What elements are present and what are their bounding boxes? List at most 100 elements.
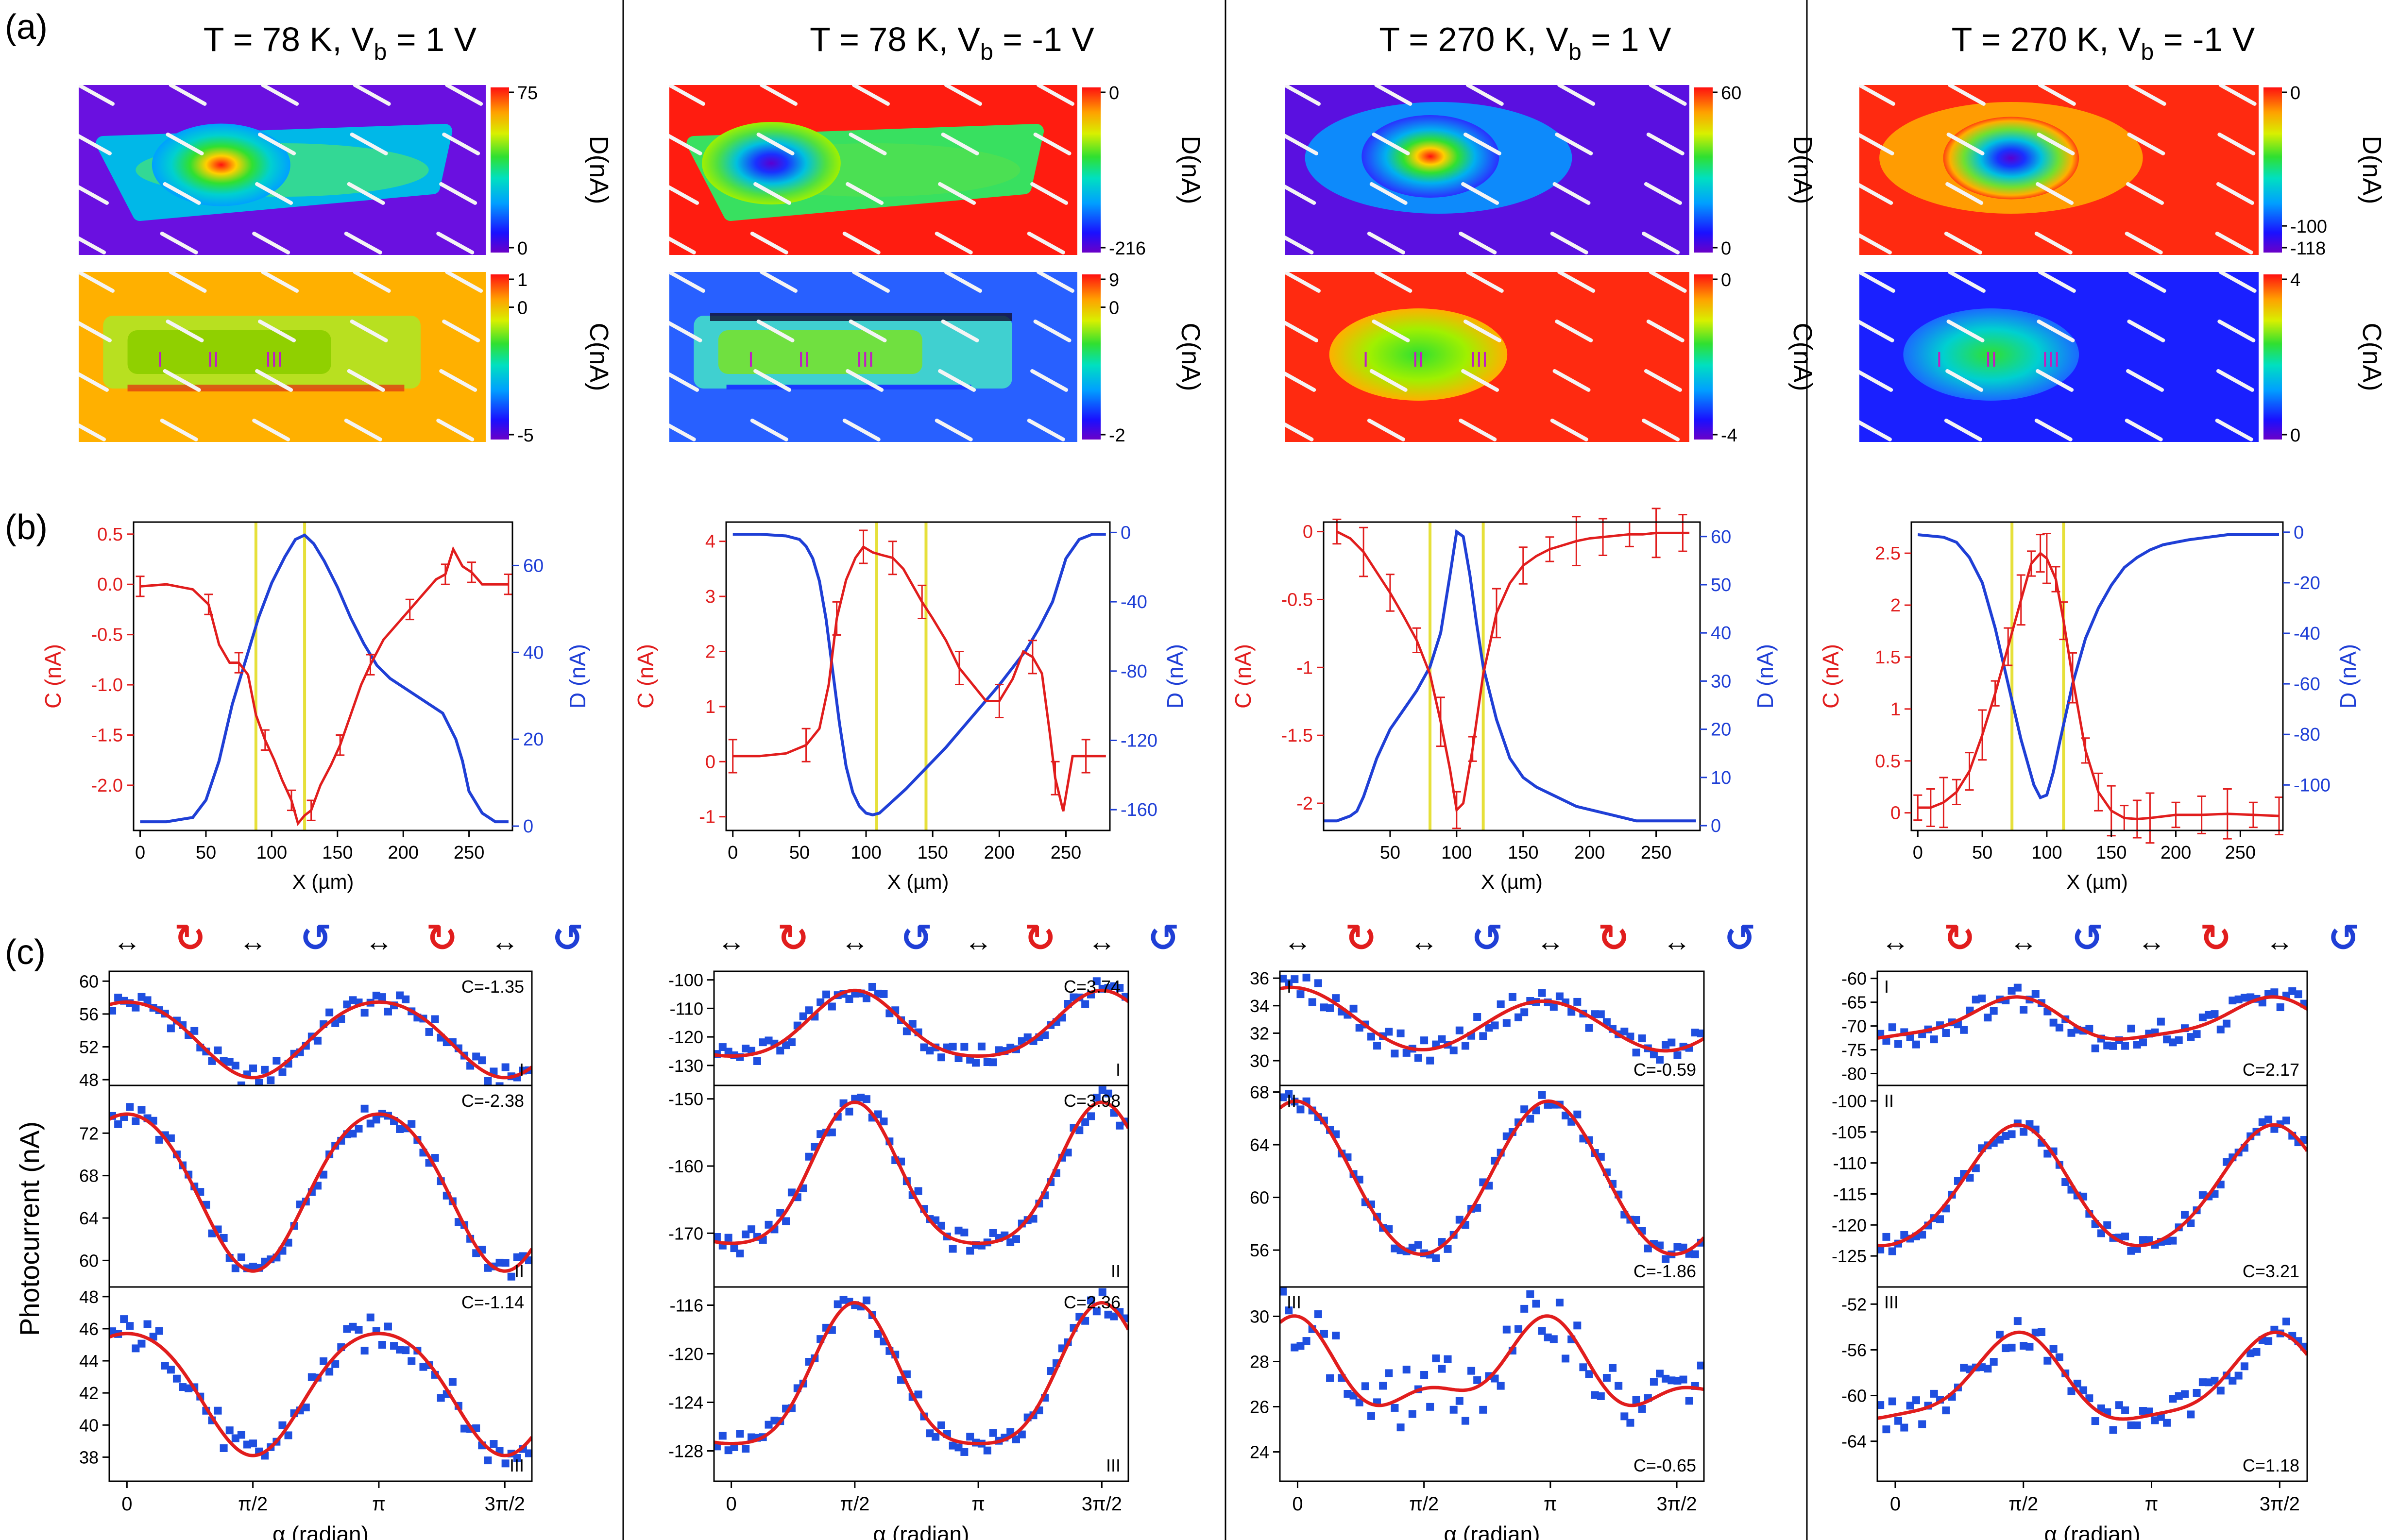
d-series-line (1918, 533, 2279, 800)
data-point (914, 1187, 922, 1195)
data-point (302, 1404, 310, 1412)
data-point (937, 1421, 945, 1429)
data-point (331, 1360, 340, 1368)
data-point (2127, 1421, 2135, 1429)
d-tick-label: 0 (1711, 816, 1721, 836)
d-axis-label: D (nA) (1752, 644, 1778, 709)
counterclockwise-circular-icon: ↺ (1724, 916, 1755, 959)
d-tick-label: 60 (523, 556, 544, 576)
data-point (2049, 1345, 2058, 1353)
data-point (2103, 1221, 2111, 1229)
linear-polarization-icon: ↔ (1410, 926, 1438, 957)
data-point (1087, 1296, 1095, 1304)
data-point (1012, 1235, 1020, 1243)
c-tick-label: -1.5 (91, 726, 123, 746)
data-point (989, 1429, 997, 1437)
data-point (460, 1424, 469, 1433)
linear-polarization-icon: ↔ (1283, 926, 1311, 957)
data-point (2121, 1233, 2129, 1241)
data-point (1508, 993, 1516, 1001)
data-point (143, 1320, 152, 1328)
data-point (1562, 1354, 1570, 1363)
data-point (1479, 1032, 1487, 1040)
data-point (1978, 994, 1986, 1002)
column-title: T = 78 K, Vb = -1 V (810, 20, 1094, 65)
colorbar-label: D(nA) (1176, 135, 1205, 204)
data-point (960, 1448, 969, 1456)
polarization-plot: 30 28 26 24 C=-0.65 III 0 π/2 π 3π/2 α (radian) (1250, 1286, 1705, 1540)
x-tick-label: 100 (256, 843, 287, 863)
data-point (2097, 1229, 2105, 1237)
position-label: III (1884, 1292, 1899, 1312)
y-tick-label: -120 (668, 1344, 703, 1364)
data-point (1667, 1376, 1676, 1385)
fit-curve (109, 1332, 532, 1457)
data-point (1662, 1374, 1670, 1383)
linear-polarization-icon: ↔ (365, 926, 393, 957)
y-tick-label: 56 (1250, 1240, 1269, 1260)
data-point (1291, 975, 1299, 983)
data-point (1673, 1243, 1682, 1251)
data-point (249, 1263, 257, 1271)
c-tick-label: 1.5 (1875, 647, 1901, 668)
data-point (1285, 1306, 1293, 1315)
data-point (1514, 1325, 1523, 1333)
data-point (325, 1368, 334, 1376)
c-tick-label: -2 (1296, 794, 1313, 814)
data-point (1995, 1135, 2004, 1144)
data-point (1912, 1040, 1920, 1049)
data-point (2002, 1344, 2010, 1353)
data-point (472, 1052, 480, 1061)
d-series-line (140, 533, 509, 824)
y-tick-label: 72 (79, 1123, 99, 1143)
photocurrent-axis-label: Photocurrent (nA) (14, 1121, 45, 1336)
data-point (396, 1125, 404, 1133)
data-point (805, 1152, 813, 1161)
data-point (1081, 1000, 1089, 1008)
c-tick-label: -1.0 (91, 675, 123, 695)
data-point (2187, 1033, 2195, 1041)
data-point (1591, 1391, 1599, 1399)
colorbar-tick-label: 0 (1721, 270, 1731, 290)
x-tick-label: 0 (728, 843, 738, 863)
data-point (736, 1250, 744, 1258)
alpha-tick-label: π/2 (840, 1493, 869, 1515)
data-point (2139, 1236, 2147, 1244)
data-point (1075, 1126, 1084, 1134)
data-point (237, 1081, 245, 1085)
data-point (1918, 1231, 1926, 1239)
data-point (828, 1002, 836, 1011)
data-point (1877, 1401, 1885, 1409)
position-label: II (514, 1261, 524, 1281)
data-point (966, 1433, 974, 1441)
data-point (2205, 1011, 2213, 1019)
y-tick-label: -150 (668, 1089, 703, 1109)
data-point (2013, 1317, 2022, 1325)
data-point (507, 1272, 515, 1281)
data-point (2020, 1006, 2028, 1014)
data-point (1280, 1287, 1287, 1296)
data-point (2175, 1392, 2183, 1400)
data-point (1426, 1056, 1434, 1065)
data-point (1644, 1244, 1652, 1252)
data-point (249, 1439, 257, 1448)
x-tick-label: 250 (454, 843, 484, 863)
y-tick-label: 46 (79, 1319, 99, 1339)
data-point (874, 1330, 882, 1338)
d-tick-label: 20 (1711, 720, 1731, 740)
polarization-plot: -60 -65 -70 -75 -80 C=2.17 I ↔ ↻ ↔ ↺ ↔ ↻ ↔ ↺ (1841, 916, 2360, 1086)
data-point (2163, 1035, 2171, 1044)
data-point (845, 1107, 853, 1116)
data-point (1438, 1035, 1446, 1043)
position-marker: II (207, 348, 219, 372)
data-point (1444, 1355, 1452, 1363)
data-point (249, 1064, 257, 1072)
data-point (1573, 1321, 1582, 1330)
d-tick-label: -120 (1121, 730, 1157, 751)
data-point (1650, 1050, 1658, 1059)
data-point (355, 1124, 363, 1133)
data-point (1432, 1354, 1440, 1363)
data-point (1900, 1231, 1908, 1239)
data-point (155, 1135, 163, 1144)
